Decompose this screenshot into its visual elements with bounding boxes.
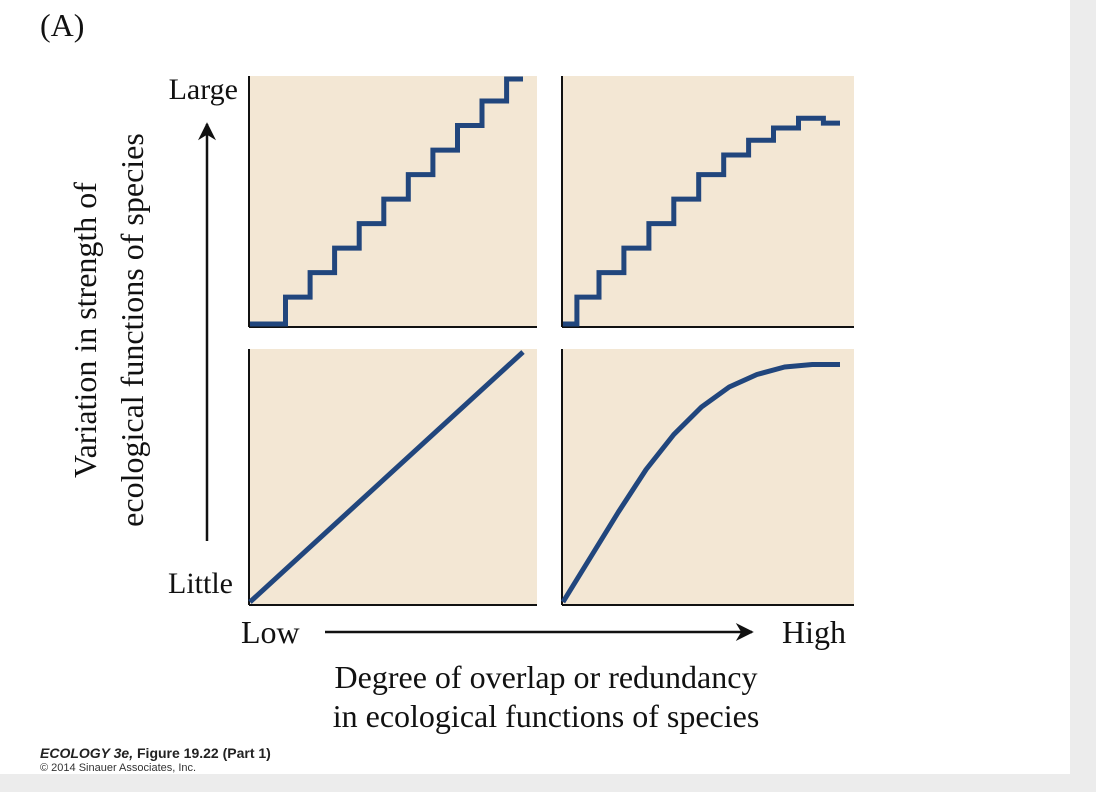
series-line-bottom-left — [248, 350, 525, 604]
y-bottom-label: Little — [168, 567, 233, 600]
chart: (A) Large Little Variation in strength of ec… — [40, 7, 854, 734]
y-top-label: Large — [169, 73, 238, 106]
copyright-notice: © 2014 Sinauer Associates, Inc. — [40, 762, 197, 774]
figure-caption: ECOLOGY 3e, Figure 19.22 (Part 1) — [40, 745, 271, 761]
series-line-top-right — [563, 115, 840, 327]
x-axis-title-line1: Degree of overlap or redundancy — [335, 659, 758, 695]
x-axis-title-line2: in ecological functions of species — [333, 698, 760, 734]
panel-background-top-right — [562, 76, 854, 327]
caption-book-title: ECOLOGY 3e, — [40, 745, 134, 761]
panel-background-bottom-right — [562, 349, 854, 605]
figure-panel: (A) Large Little Variation in strength of ec… — [0, 0, 1070, 774]
y-axis-title-line2: ecological functions of species — [114, 133, 150, 527]
x-right-label: High — [782, 614, 846, 650]
panel-label: (A) — [40, 7, 84, 43]
series-line-bottom-right — [560, 362, 840, 604]
series-line-top-left — [250, 76, 523, 327]
y-axis-title-line1: Variation in strength of — [67, 182, 103, 478]
caption-figure-number: Figure 19.22 (Part 1) — [133, 745, 271, 761]
x-left-label: Low — [241, 614, 300, 650]
